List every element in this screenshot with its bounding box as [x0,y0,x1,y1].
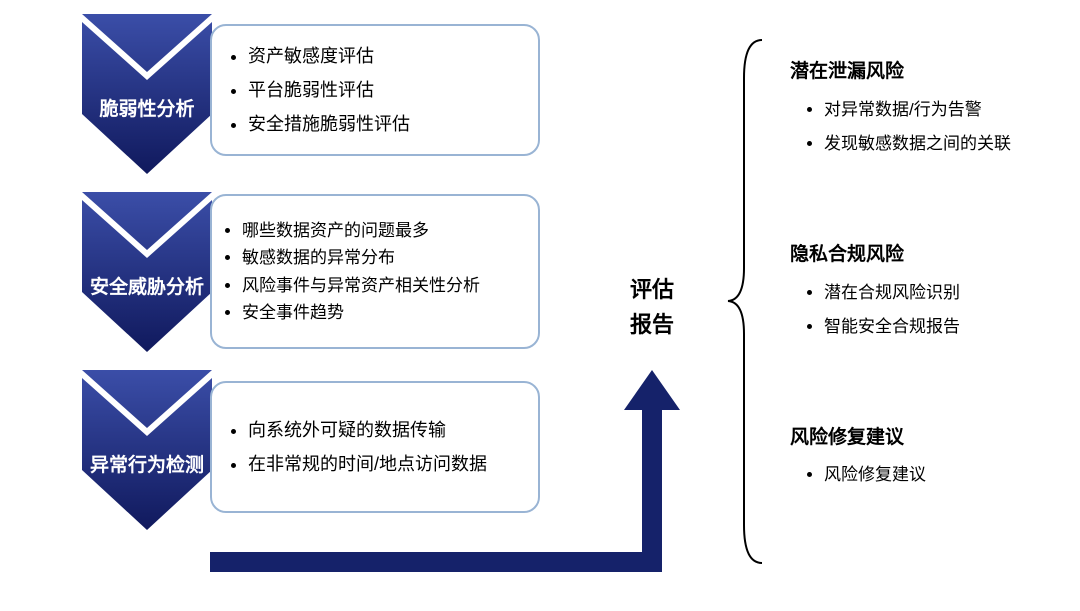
box-item: 平台脆弱性评估 [248,73,520,107]
box-item: 哪些数据资产的问题最多 [242,217,520,244]
center-line: 报告 [630,307,674,342]
box-anomaly: 向系统外可疑的数据传输 在非常规的时间/地点访问数据 [210,381,540,513]
box-item: 安全措施脆弱性评估 [248,107,520,141]
box-item: 风险事件与异常资产相关性分析 [242,272,520,299]
block-heading: 隐私合规风险 [790,239,1060,266]
block-remediation: 风险修复建议 风险修复建议 [790,422,1060,491]
box-item: 安全事件趋势 [242,299,520,326]
block-item: 智能安全合规报告 [824,310,1060,344]
detail-boxes: 资产敏感度评估 平台脆弱性评估 安全措施脆弱性评估 哪些数据资产的问题最多 敏感… [210,24,540,561]
chevron-threat: 安全威胁分析 [82,192,212,310]
block-privacy-risk: 隐私合规风险 潜在合规风险识别 智能安全合规报告 [790,239,1060,344]
chevron-label: 安全威胁分析 [82,272,212,299]
box-threat: 哪些数据资产的问题最多 敏感数据的异常分布 风险事件与异常资产相关性分析 安全事… [210,194,540,349]
block-item: 发现敏感数据之间的关联 [824,127,1060,161]
block-item: 潜在合规风险识别 [824,276,1060,310]
box-item: 向系统外可疑的数据传输 [248,413,520,447]
block-item: 对异常数据/行为告警 [824,93,1060,127]
block-leak-risk: 潜在泄漏风险 对异常数据/行为告警 发现敏感数据之间的关联 [790,56,1060,161]
box-item: 资产敏感度评估 [248,39,520,73]
chevron-column: 脆弱性分析 安全威胁分析 异常行为检测 [82,14,212,548]
block-item: 风险修复建议 [824,459,1060,491]
chevron-label: 脆弱性分析 [82,94,212,121]
bracket-icon [726,38,766,565]
security-analysis-flowchart: 脆弱性分析 安全威胁分析 异常行为检测 [0,0,1080,611]
box-item: 在非常规的时间/地点访问数据 [248,447,520,481]
chevron-label: 异常行为检测 [82,450,212,477]
chevron-vulnerability: 脆弱性分析 [82,14,212,132]
block-heading: 风险修复建议 [790,422,1060,449]
center-line: 评估 [630,272,674,307]
box-item: 敏感数据的异常分布 [242,244,520,271]
output-column: 潜在泄漏风险 对异常数据/行为告警 发现敏感数据之间的关联 隐私合规风险 潜在合… [790,56,1060,569]
block-heading: 潜在泄漏风险 [790,56,1060,83]
box-vulnerability: 资产敏感度评估 平台脆弱性评估 安全措施脆弱性评估 [210,24,540,156]
chevron-anomaly: 异常行为检测 [82,370,212,488]
center-label: 评估 报告 [630,272,674,342]
